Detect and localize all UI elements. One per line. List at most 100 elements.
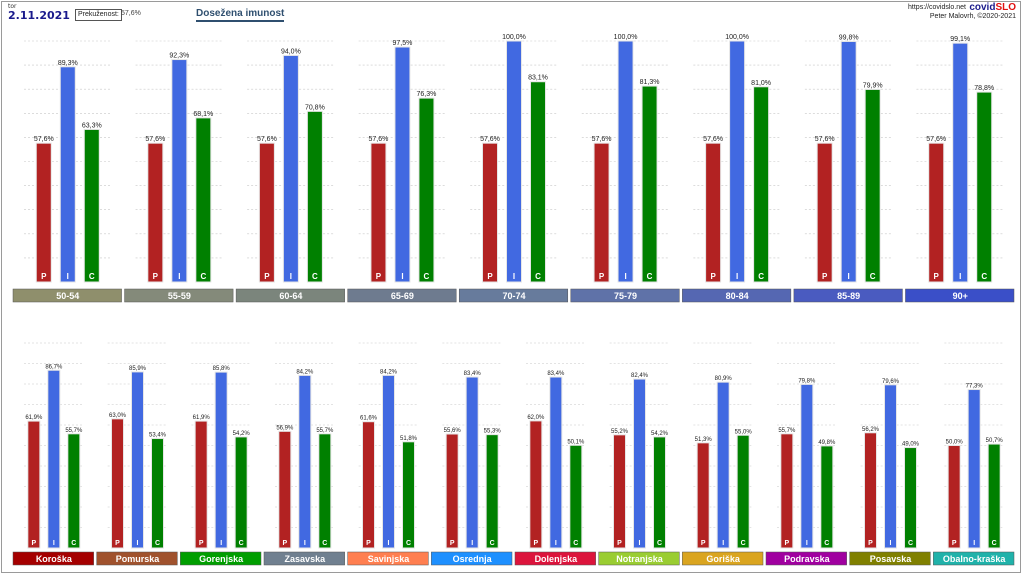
bar-c (67, 433, 81, 549)
series-letter: I (624, 272, 626, 281)
category-label-box (514, 551, 596, 566)
bar-i (131, 371, 144, 549)
bar-p (35, 142, 52, 283)
value-label: 68,1% (193, 111, 213, 118)
series-letter: P (282, 540, 287, 547)
value-label: 50,0% (946, 440, 964, 446)
series-letter: I (471, 540, 473, 547)
bar-p (258, 142, 275, 283)
category-label: Obalno-kraška (943, 554, 1007, 564)
bar-c (402, 441, 415, 549)
series-letter: C (992, 540, 997, 547)
value-label: 55,0% (735, 429, 753, 435)
bar-c (234, 436, 248, 549)
value-label: 94,0% (281, 48, 301, 55)
value-label: 57,6% (703, 136, 723, 143)
value-label: 92,3% (169, 53, 189, 60)
category-label: Goriška (706, 554, 741, 564)
category-label-box (682, 288, 792, 303)
bar-p (370, 142, 387, 283)
category-label: 55-59 (168, 291, 191, 301)
bar-i (884, 384, 897, 549)
category-label: Notranjska (616, 554, 664, 564)
value-label: 57,6% (480, 136, 500, 143)
bar-c (820, 445, 834, 549)
value-label: 55,3% (484, 429, 502, 435)
author-credit: Peter Malovrh, ©2020-2021 (929, 13, 1016, 20)
bar-c (736, 434, 750, 549)
series-letter: I (290, 272, 292, 281)
series-letter: I (639, 540, 641, 547)
category-label-box (933, 551, 1015, 566)
prior-infection-legend: Prekuženost: (75, 9, 122, 21)
bar-i (47, 369, 61, 549)
bar-c (976, 91, 993, 283)
series-letter: C (312, 272, 318, 281)
value-label: 54,2% (651, 431, 669, 437)
bar-p (864, 432, 877, 549)
value-label: 83,4% (464, 371, 482, 377)
series-letter: C (490, 540, 495, 547)
bar-i (840, 40, 857, 283)
series-letter: I (388, 540, 390, 547)
value-label: 99,8% (839, 34, 859, 41)
category-label: 65-69 (391, 291, 414, 301)
value-label: 56,9% (276, 425, 294, 431)
series-letter: P (450, 540, 455, 547)
value-label: 100,0% (502, 34, 526, 41)
brand-covid: covid (969, 2, 996, 13)
value-label: 76,3% (417, 91, 437, 98)
site-url[interactable]: https://covidslo.net (908, 4, 966, 11)
category-label-box (570, 288, 680, 303)
series-letter: I (67, 272, 69, 281)
bar-c (83, 128, 100, 283)
brand-logo: covidSLO (969, 2, 1016, 13)
value-label: 97,5% (393, 40, 413, 47)
bar-i (967, 389, 981, 549)
value-label: 83,1% (528, 75, 548, 82)
bar-p (278, 430, 292, 549)
series-letter: I (890, 540, 892, 547)
series-letter: I (973, 540, 975, 547)
bar-i (729, 40, 746, 283)
category-label: 90+ (953, 291, 968, 301)
series-letter: C (573, 540, 578, 547)
value-label: 81,3% (640, 79, 660, 86)
bar-c (753, 86, 770, 283)
bar-p (445, 433, 459, 549)
bar-i (952, 42, 969, 283)
bar-p (780, 433, 794, 549)
category-label-box (96, 551, 178, 566)
bar-i (465, 376, 479, 549)
series-letter: C (424, 272, 430, 281)
value-label: 57,6% (815, 136, 835, 143)
category-label: Podravska (784, 554, 831, 564)
value-label: 49,8% (818, 440, 836, 446)
category-label-box (458, 288, 569, 303)
bar-p (705, 142, 722, 283)
bar-i (171, 59, 188, 283)
value-label: 55,7% (316, 428, 334, 434)
value-label: 84,2% (380, 369, 398, 375)
series-letter: P (264, 272, 270, 281)
bar-i (633, 378, 646, 549)
category-label-box (347, 551, 429, 566)
bar-p (613, 434, 626, 549)
bar-p (194, 420, 208, 549)
category-label-box (235, 288, 345, 303)
brand-slo: SLO (995, 2, 1016, 13)
value-label: 62,0% (527, 415, 545, 421)
series-letter: I (137, 540, 139, 547)
category-label: Osrednja (453, 554, 493, 564)
value-label: 80,9% (715, 376, 733, 382)
value-label: 50,1% (567, 439, 585, 445)
category-label-box (124, 288, 234, 303)
value-label: 53,4% (149, 433, 167, 439)
series-letter: P (199, 540, 204, 547)
value-label: 83,4% (547, 371, 565, 377)
bar-i (382, 374, 395, 549)
value-label: 51,3% (695, 437, 713, 443)
value-label: 63,0% (109, 413, 127, 419)
series-letter: P (617, 540, 622, 547)
series-letter: C (908, 540, 913, 547)
